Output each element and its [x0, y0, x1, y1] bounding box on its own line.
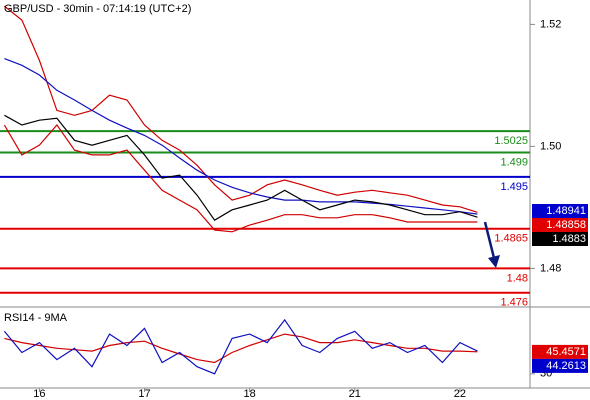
price-marker-label: 1.48941: [546, 205, 586, 217]
x-tick-label: 17: [138, 388, 150, 400]
forecast-arrow: [483, 221, 497, 263]
level-label: 1.48: [507, 272, 528, 284]
series-line: [4, 58, 478, 215]
chart-title: GBP/USD - 30min - 07:14:19 (UTC+2): [4, 3, 191, 15]
price-marker: [532, 344, 588, 359]
series-line: [3, 318, 478, 375]
series-line: [3, 124, 478, 233]
price-marker-label: 1.48858: [546, 219, 586, 231]
level-label: 1.4865: [494, 233, 528, 245]
plot-layers: 1.48 1.50 1.52 16 17 18 21 22 1.5025 1.499 1.495 1.…: [0, 5, 588, 400]
series-line: [4, 5, 478, 213]
y-tick-label: 1.50: [540, 140, 561, 152]
y-tick-label: 1.48: [540, 262, 561, 274]
level-label: 1.495: [500, 181, 528, 193]
price-marker: [532, 231, 588, 246]
level-label: 1.5025: [494, 135, 528, 147]
x-tick-label: 18: [244, 388, 256, 400]
level-label: 1.499: [500, 156, 528, 168]
level-label: 1.476: [500, 297, 528, 309]
series-line: [4, 114, 478, 222]
price-marker-label: 44.2613: [546, 360, 586, 372]
price-marker: [532, 217, 588, 232]
price-marker: [532, 203, 588, 218]
price-marker: [532, 358, 588, 373]
x-tick-label: 21: [349, 388, 361, 400]
price-marker-label: 1.4883: [552, 233, 586, 245]
forecast-arrowhead: [488, 255, 500, 268]
rsi-title: RSI14 - 9MA: [4, 312, 68, 324]
price-marker-label: 45.4571: [546, 346, 586, 358]
x-tick-label: 22: [454, 388, 466, 400]
y-tick-label: 1.52: [540, 18, 561, 30]
x-tick-label: 16: [33, 388, 45, 400]
